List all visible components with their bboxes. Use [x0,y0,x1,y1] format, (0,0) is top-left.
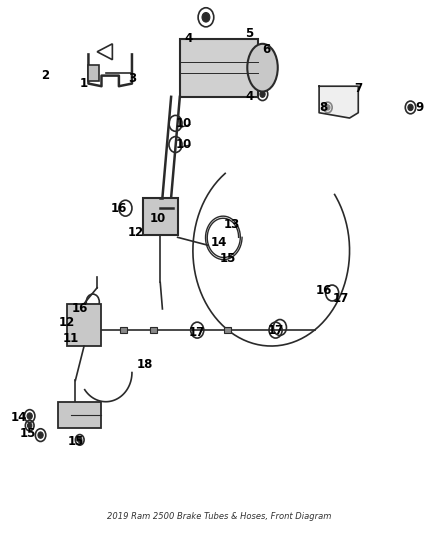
Text: 4: 4 [245,90,254,103]
Text: 18: 18 [137,358,153,371]
Text: 12: 12 [59,316,75,329]
Circle shape [38,432,43,438]
Text: 15: 15 [67,435,84,448]
Text: 6: 6 [263,43,271,55]
Circle shape [325,105,330,110]
Text: 9: 9 [415,101,424,114]
Bar [88,65,99,81]
Text: 10: 10 [176,117,192,130]
Bar [150,327,157,333]
Text: 14: 14 [11,411,27,424]
Bar [120,327,127,333]
Bar [58,402,102,428]
Text: 10: 10 [176,138,192,151]
Text: 4: 4 [184,32,193,45]
Circle shape [260,49,265,55]
Text: 1: 1 [80,77,88,90]
Circle shape [78,437,82,442]
Text: 12: 12 [128,225,145,239]
Text: 5: 5 [245,27,254,39]
Text: 8: 8 [319,101,328,114]
Ellipse shape [247,44,278,92]
Circle shape [73,333,78,338]
Text: 17: 17 [268,324,284,337]
Circle shape [260,91,265,98]
Text: 7: 7 [354,83,362,95]
Text: 11: 11 [63,332,79,344]
Polygon shape [319,86,358,118]
Bar [143,198,178,235]
Text: 17: 17 [189,326,205,340]
Circle shape [167,214,171,219]
Circle shape [408,104,413,111]
Circle shape [91,315,95,319]
Text: 14: 14 [211,236,227,249]
Text: 17: 17 [333,292,349,305]
Text: 15: 15 [19,427,35,440]
Text: 15: 15 [219,252,236,265]
Text: 2019 Ram 2500 Brake Tubes & Hoses, Front Diagram: 2019 Ram 2500 Brake Tubes & Hoses, Front… [107,512,331,521]
Text: 16: 16 [111,201,127,215]
Circle shape [202,12,210,22]
Circle shape [260,70,265,76]
Circle shape [27,413,32,419]
Bar [180,38,258,97]
Text: 2: 2 [41,69,49,82]
Text: 3: 3 [128,72,136,85]
Text: 13: 13 [224,217,240,231]
Text: 16: 16 [315,284,332,297]
Bar [67,304,102,346]
Bar [224,327,231,333]
Text: 10: 10 [150,212,166,225]
Text: 16: 16 [71,302,88,316]
Circle shape [28,423,32,428]
